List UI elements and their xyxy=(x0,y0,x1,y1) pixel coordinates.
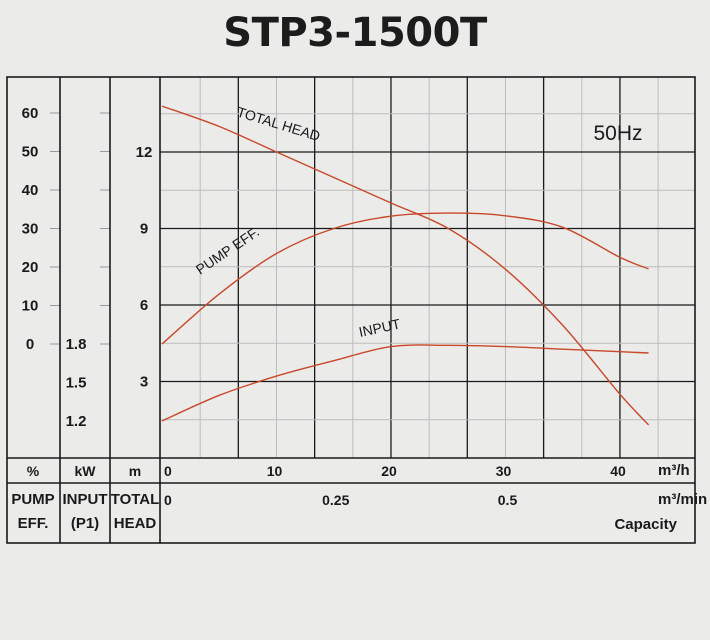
input-tick-label: 1.2 xyxy=(66,413,87,430)
input-tick-label: 1.5 xyxy=(66,375,87,392)
pump-eff-curve xyxy=(161,212,649,345)
pump-eff-tick-label: 30 xyxy=(22,221,39,238)
x-unit-primary: m³/h xyxy=(658,462,690,479)
input-header-line: (P1) xyxy=(71,515,99,532)
pump-eff-header-line: EFF. xyxy=(18,515,49,532)
total-head-tick-label: 9 xyxy=(140,221,148,238)
x-tick-label: 0 xyxy=(164,463,172,479)
x-tick-label: 20 xyxy=(381,463,397,479)
input-header-line: INPUT xyxy=(63,491,108,508)
x-secondary-tick-label: 0.5 xyxy=(498,492,518,508)
pump-eff-tick-label: 10 xyxy=(22,298,39,315)
total-head-unit: m xyxy=(129,463,141,479)
outer-border xyxy=(6,76,696,544)
curves xyxy=(161,105,650,426)
x-tick-label: 10 xyxy=(267,463,283,479)
grid-lines xyxy=(160,77,695,458)
pump-eff-tick-label: 40 xyxy=(22,182,39,199)
input-unit: kW xyxy=(75,463,97,479)
plot-area xyxy=(160,77,695,458)
total-head-curve xyxy=(161,105,650,426)
x-tick-label: 40 xyxy=(610,463,626,479)
pump-eff-tick-label: 20 xyxy=(22,259,39,276)
input-tick-label: 1.8 xyxy=(66,336,87,353)
x-unit-secondary: m³/min xyxy=(658,491,707,508)
total-head-header-line: TOTAL xyxy=(111,491,160,508)
x-axis-label: Capacity xyxy=(614,516,677,533)
chart-frame xyxy=(6,76,696,544)
total-head-tick-label: 6 xyxy=(140,297,148,314)
frequency-label: 50Hz xyxy=(593,122,642,145)
pump-eff-tick-label: 60 xyxy=(22,105,39,122)
pump-eff-unit: % xyxy=(27,463,40,479)
pump-eff-tick-label: 50 xyxy=(22,144,39,161)
pump-eff-header-line: PUMP xyxy=(11,491,54,508)
x-tick-label: 30 xyxy=(496,463,512,479)
total-head-header-line: HEAD xyxy=(114,515,157,532)
total-head-tick-label: 12 xyxy=(136,144,153,161)
pump-eff-tick-label: 0 xyxy=(26,336,34,353)
input-curve xyxy=(161,344,649,422)
tick-labels: 0 10 20 30 40 50 60 1.2 1.5 1.8 3 6 9 12% kW m 0 10 20 30 40… xyxy=(11,105,707,533)
x-secondary-tick-label: 0.25 xyxy=(322,492,349,508)
total-head-tick-label: 3 xyxy=(140,374,148,391)
chart-title: STP3-1500T xyxy=(223,10,487,56)
x-secondary-tick-label: 0 xyxy=(164,492,172,508)
